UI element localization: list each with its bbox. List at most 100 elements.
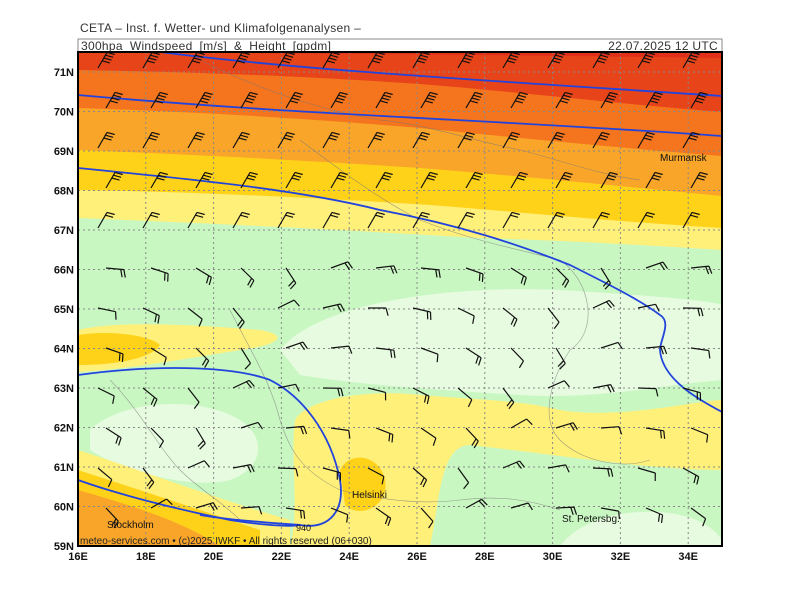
wind-barb: [547, 464, 570, 473]
wind-barb: [322, 387, 344, 397]
wind-barb: [600, 507, 620, 520]
wind-barb: [240, 171, 258, 189]
wind-barb: [420, 171, 438, 189]
wind-barb: [690, 91, 708, 109]
wind-barb: [285, 91, 303, 109]
wind-barb: [682, 467, 700, 485]
wind-barb: [645, 345, 668, 355]
wind-barb: [457, 211, 475, 229]
wind-barb: [555, 267, 570, 288]
region-yellow-south: [290, 393, 722, 546]
wind-barb: [682, 211, 700, 229]
product-label: 300hpa_Windspeed_[m/s]_&_Height_[gpdm]: [81, 39, 331, 53]
wind-barb: [368, 307, 389, 316]
wind-barb: [600, 426, 623, 435]
lon-label: 28E: [475, 551, 495, 563]
wind-barb: [412, 467, 428, 488]
wind-barb: [690, 427, 709, 443]
graticule: [78, 52, 722, 546]
wind-barb: [195, 502, 218, 511]
wind-barbs: [97, 52, 713, 529]
wind-barb: [97, 307, 117, 320]
wind-barb: [555, 506, 578, 515]
region-gold-west: [78, 333, 160, 365]
lat-label: 68N: [54, 186, 74, 198]
wind-barb: [150, 171, 168, 189]
wind-barb: [150, 91, 168, 109]
wind-barb: [105, 347, 124, 362]
wind-barb: [375, 91, 393, 109]
wind-barb: [592, 384, 615, 393]
map-frame: [77, 51, 723, 547]
wind-barb: [457, 52, 475, 69]
wind-barb: [232, 52, 250, 69]
wind-barb: [375, 171, 393, 189]
datetime-label: 22.07.2025 12 UTC: [608, 39, 718, 53]
wind-barb: [645, 427, 666, 439]
lat-label: 69N: [54, 146, 74, 158]
wind-barb: [375, 507, 392, 527]
wind-barb: [645, 507, 664, 523]
wind-barb: [547, 52, 565, 69]
lon-label: 30E: [543, 551, 563, 563]
wind-barb: [187, 52, 205, 69]
wind-barb: [510, 502, 533, 511]
wind-barb: [510, 267, 527, 286]
wind-barb: [457, 307, 475, 324]
wind-barb: [502, 211, 520, 229]
wind-barb: [195, 171, 213, 189]
wind-barb: [232, 464, 255, 473]
city-label: Helsinki: [352, 490, 387, 501]
wind-barb: [195, 427, 206, 450]
footer-copyright: meteo-services.com • (c)2025 IWKF • All …: [80, 536, 372, 547]
wind-barb: [637, 131, 655, 149]
wind-barb: [637, 387, 659, 397]
wind-barb: [645, 261, 668, 271]
wind-barb: [592, 211, 610, 229]
wind-barb: [420, 347, 439, 363]
wind-barb: [142, 131, 160, 149]
wind-barb: [195, 267, 212, 286]
wind-barb: [97, 387, 115, 404]
wind-barb: [600, 171, 618, 189]
region-pale: [280, 289, 722, 397]
wind-barb: [555, 91, 573, 109]
wind-barb: [195, 347, 210, 368]
wind-barb: [592, 131, 610, 149]
wind-barb: [142, 467, 155, 490]
lat-label: 59N: [54, 541, 74, 553]
wind-barb: [600, 267, 612, 290]
wind-barb: [232, 307, 245, 329]
wind-barb: [97, 131, 115, 149]
wind-barb: [142, 211, 160, 229]
contour-label: 940: [296, 523, 311, 533]
band-red: [78, 52, 722, 112]
wind-barb: [277, 299, 300, 309]
wind-barb: [105, 507, 119, 529]
wind-barb: [502, 131, 520, 149]
wind-barb: [555, 422, 578, 431]
wind-barb: [412, 211, 430, 229]
wind-barb: [510, 418, 533, 429]
wind-barb: [547, 380, 570, 389]
wind-barb: [592, 52, 610, 69]
wind-barb: [682, 52, 700, 69]
wind-barb: [502, 307, 518, 327]
wind-barb: [502, 460, 525, 469]
wind-barb: [187, 387, 200, 409]
wind-barb: [637, 467, 656, 482]
wind-barb: [510, 347, 525, 369]
wind-barb: [187, 460, 210, 469]
wind-barb: [645, 171, 663, 189]
wind-barb: [465, 91, 483, 109]
wind-barb: [277, 211, 295, 229]
wind-barb: [420, 267, 441, 278]
height-contours: [78, 52, 722, 527]
wind-barb: [142, 387, 158, 407]
lon-label: 24E: [339, 551, 359, 563]
wind-barb: [322, 211, 340, 229]
wind-barb: [150, 427, 165, 449]
wind-barb: [600, 341, 624, 350]
wind-barb: [592, 299, 615, 309]
